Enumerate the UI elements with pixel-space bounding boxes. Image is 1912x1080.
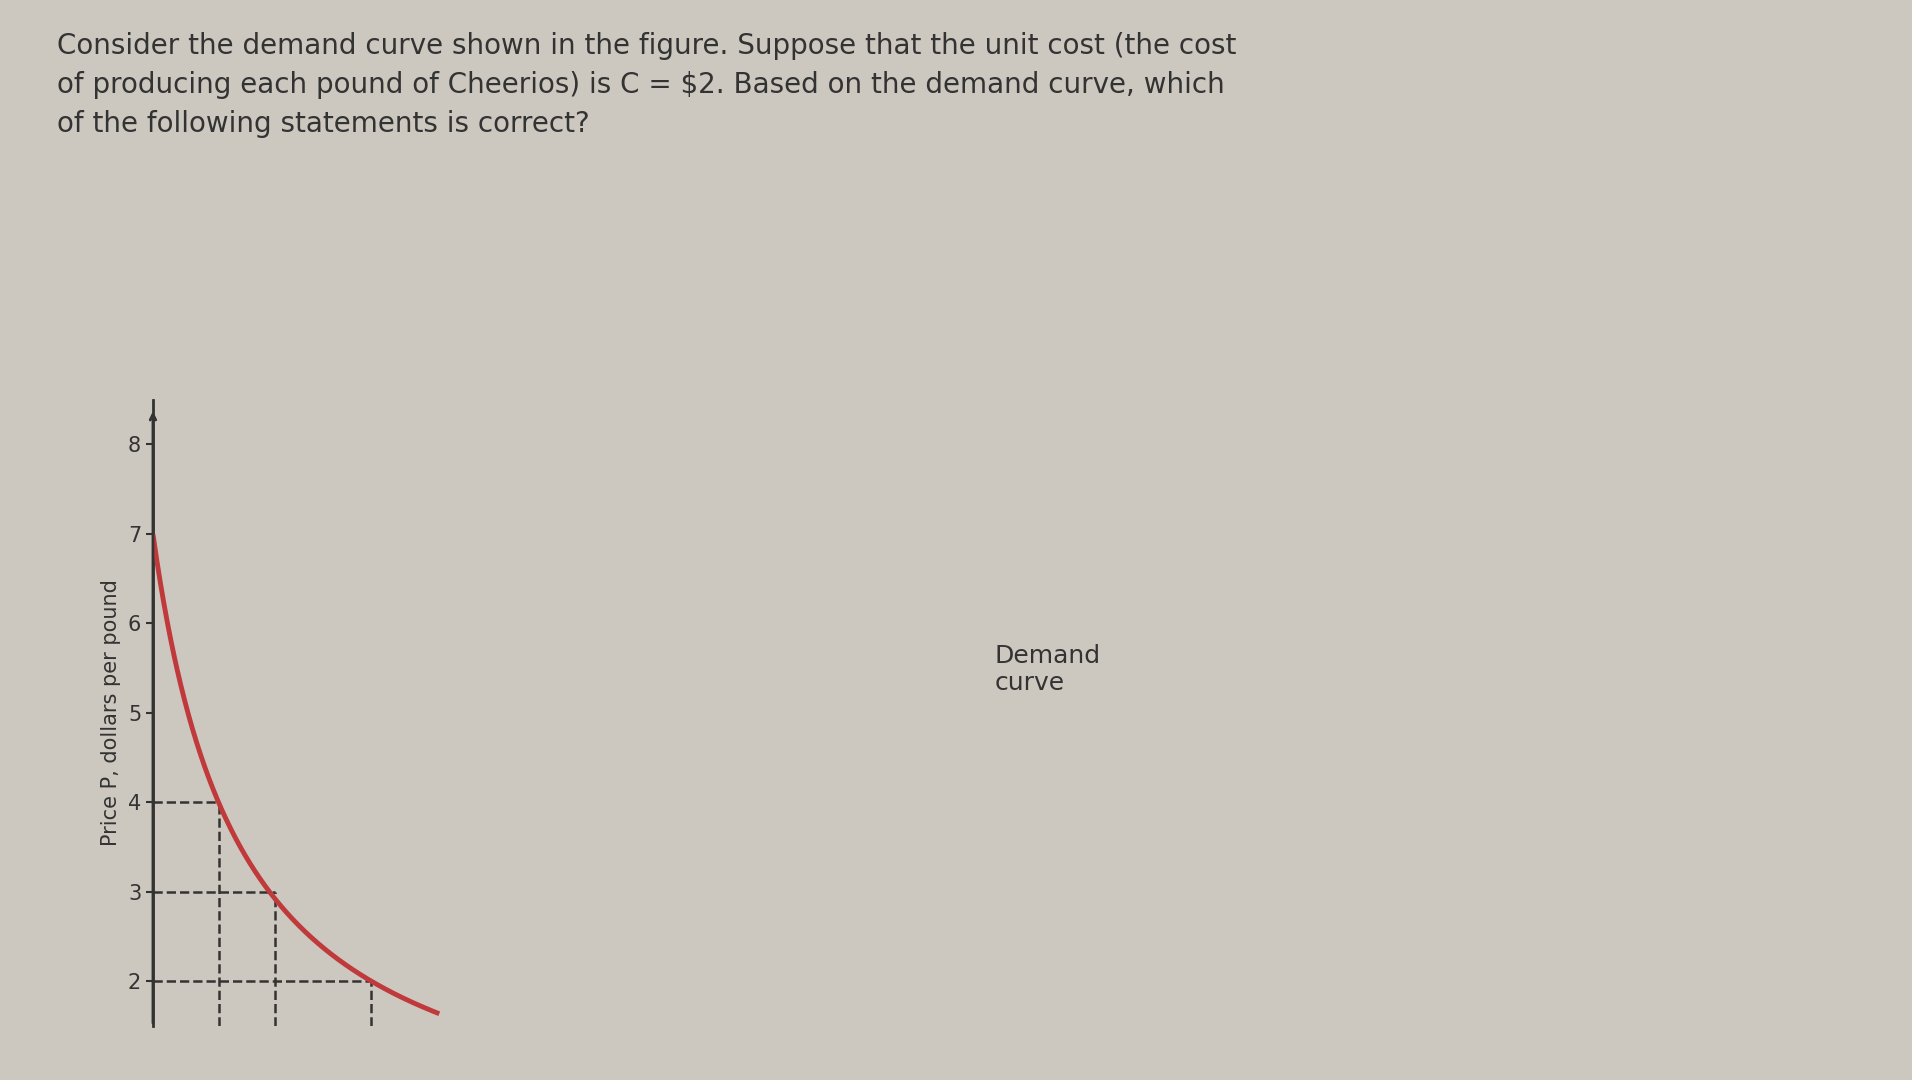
Text: Demand
curve: Demand curve — [994, 644, 1101, 696]
Y-axis label: Price P, dollars per pound: Price P, dollars per pound — [101, 579, 120, 847]
Text: Consider the demand curve shown in the figure. Suppose that the unit cost (the c: Consider the demand curve shown in the f… — [57, 32, 1237, 138]
